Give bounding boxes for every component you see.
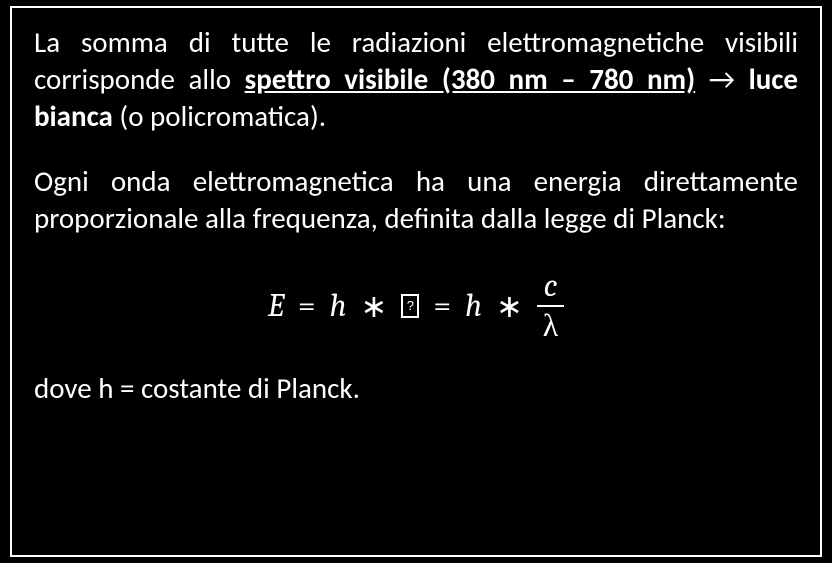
formula-h1: h — [330, 287, 347, 324]
paragraph-1: La somma di tutte le radiazioni elettrom… — [34, 24, 798, 135]
formula-times2: ∗ — [496, 287, 523, 325]
para1-spettro-visibile: spettro visibile (380 nm – 780 nm) — [245, 61, 696, 97]
text-box: La somma di tutte le radiazioni elettrom… — [10, 6, 822, 557]
paragraph-3: dove h = costante di Planck. — [34, 370, 798, 407]
formula-fraction: c λ — [537, 270, 565, 342]
formula-eq2: = — [433, 287, 451, 324]
arrow-icon: → — [695, 61, 748, 97]
missing-glyph-icon — [401, 294, 419, 318]
planck-formula: E = h ∗ = h ∗ c λ — [34, 270, 798, 342]
formula-E: E — [268, 287, 284, 324]
paragraph-2: Ogni onda elettromagnetica ha una energi… — [34, 163, 798, 237]
formula-eq1: = — [298, 287, 316, 324]
formula-times1: ∗ — [361, 287, 388, 325]
para1-post: (o policromatica). — [113, 98, 326, 134]
formula-h2: h — [465, 287, 482, 324]
formula-frac-den: λ — [537, 305, 565, 342]
formula-frac-num: c — [538, 270, 564, 305]
formula-content: E = h ∗ = h ∗ c λ — [268, 270, 565, 342]
